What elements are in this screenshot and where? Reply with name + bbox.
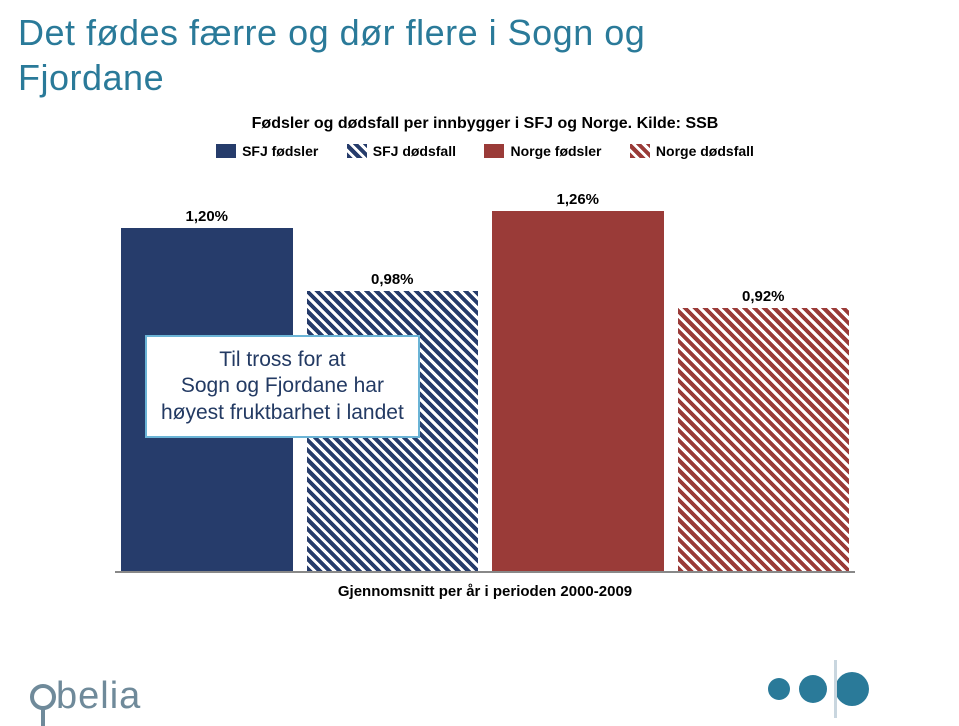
legend-item: SFJ fødsler [216,143,318,159]
logo-mark-icon [30,684,56,710]
dot-icon [835,672,869,706]
callout-line: Sogn og Fjordane har [181,374,384,397]
legend-item: SFJ dødsfall [347,143,456,159]
legend-label: Norge fødsler [510,143,601,159]
title-line-1: Det fødes færre og dør flere i Sogn og [18,12,645,53]
dot-icon [799,675,827,703]
callout-line: Til tross for at [219,348,345,371]
chart-legend: SFJ fødsler SFJ dødsfall Norge fødsler N… [115,143,855,163]
footer: belia [0,658,959,718]
bar-norge-fodsler [492,211,664,571]
abelia-logo: belia [30,675,141,718]
chart-x-axis-label: Gjennomsnitt per år i perioden 2000-2009 [115,583,855,600]
legend-label: SFJ dødsfall [373,143,456,159]
bar-norge-dodsfall [678,308,850,571]
bar-value-label: 0,98% [371,271,414,288]
callout-line: høyest fruktbarhet i landet [161,401,404,424]
legend-swatch [484,144,504,158]
legend-swatch [630,144,650,158]
bar-value-label: 1,26% [556,191,599,208]
callout-box: Til tross for at Sogn og Fjordane har hø… [145,335,420,438]
title-line-2: Fjordane [18,57,164,98]
chart-title: Fødsler og dødsfall per innbygger i SFJ … [115,115,855,133]
dot-icon [768,678,790,700]
legend-item: Norge dødsfall [630,143,754,159]
page-title: Det fødes færre og dør flere i Sogn og F… [0,0,959,100]
bar-value-label: 1,20% [185,208,228,225]
legend-label: SFJ fødsler [242,143,318,159]
legend-item: Norge fødsler [484,143,601,159]
legend-label: Norge dødsfall [656,143,754,159]
footer-dots [764,672,869,706]
legend-swatch [216,144,236,158]
legend-swatch [347,144,367,158]
footer-separator [834,660,837,718]
bar-value-label: 0,92% [742,288,785,305]
